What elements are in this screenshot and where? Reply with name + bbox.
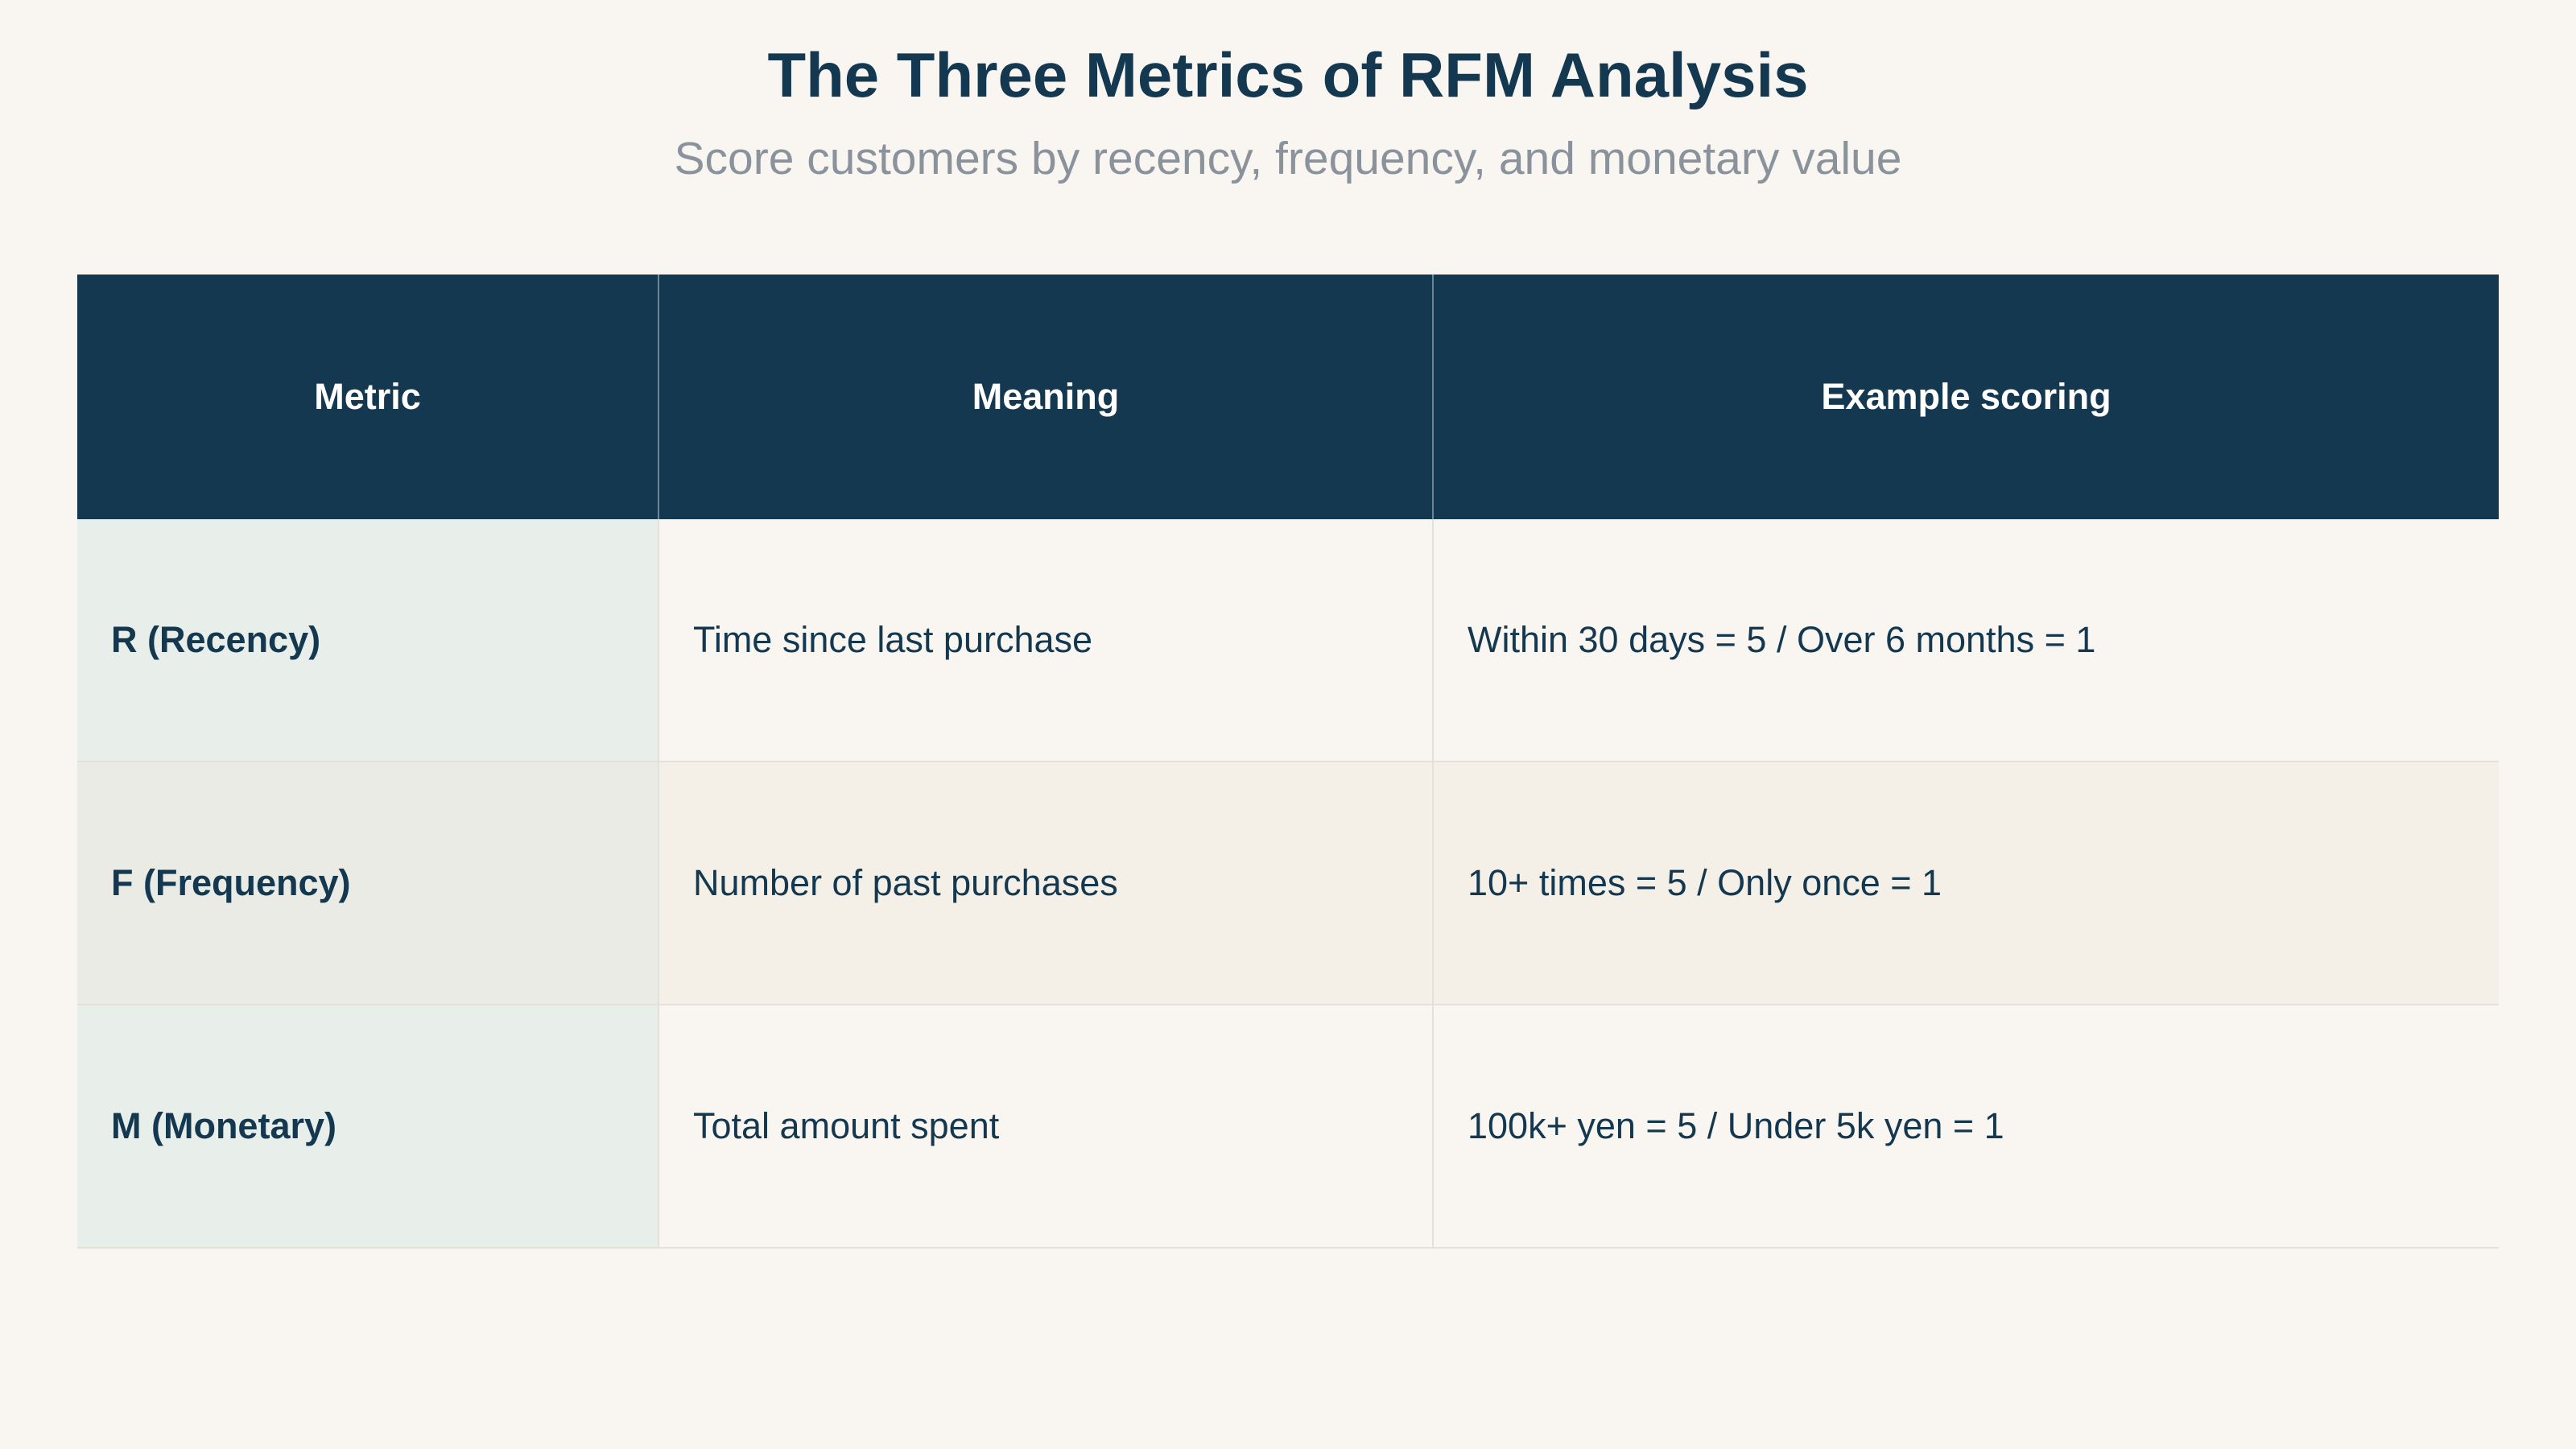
- column-header: Example scoring: [1432, 275, 2499, 519]
- metric-cell: M (Monetary): [77, 1005, 658, 1249]
- table-body: R (Recency) Time since last purchase Withi…: [77, 519, 2499, 1249]
- header-row: Metric Meaning Example scoring: [77, 275, 2499, 519]
- rfm-table: Metric Meaning Example scoring R (Recency)…: [77, 275, 2499, 1249]
- table-row: R (Recency) Time since last purchase Withi…: [77, 519, 2499, 762]
- title: The Three Metrics of RFM Analysis: [767, 39, 1809, 110]
- column-header: Metric: [77, 275, 658, 519]
- table-row: F (Frequency) Number of past purchases 10+…: [77, 762, 2499, 1005]
- subtitle: Score customers by recency, frequency, a…: [674, 133, 1902, 184]
- table-cell: 10+ times = 5 / Only once = 1: [1432, 762, 2499, 1005]
- table-cell: Within 30 days = 5 / Over 6 months = 1: [1432, 519, 2499, 762]
- column-header: Meaning: [658, 275, 1433, 519]
- metric-cell: F (Frequency): [77, 762, 658, 1005]
- table-cell: Total amount spent: [658, 1005, 1433, 1249]
- table-cell: 100k+ yen = 5 / Under 5k yen = 1: [1432, 1005, 2499, 1249]
- metric-cell: R (Recency): [77, 519, 658, 762]
- table-cell: Number of past purchases: [658, 762, 1433, 1005]
- table-row: M (Monetary) Total amount spent 100k+ yen …: [77, 1005, 2499, 1249]
- table-cell: Time since last purchase: [658, 519, 1433, 762]
